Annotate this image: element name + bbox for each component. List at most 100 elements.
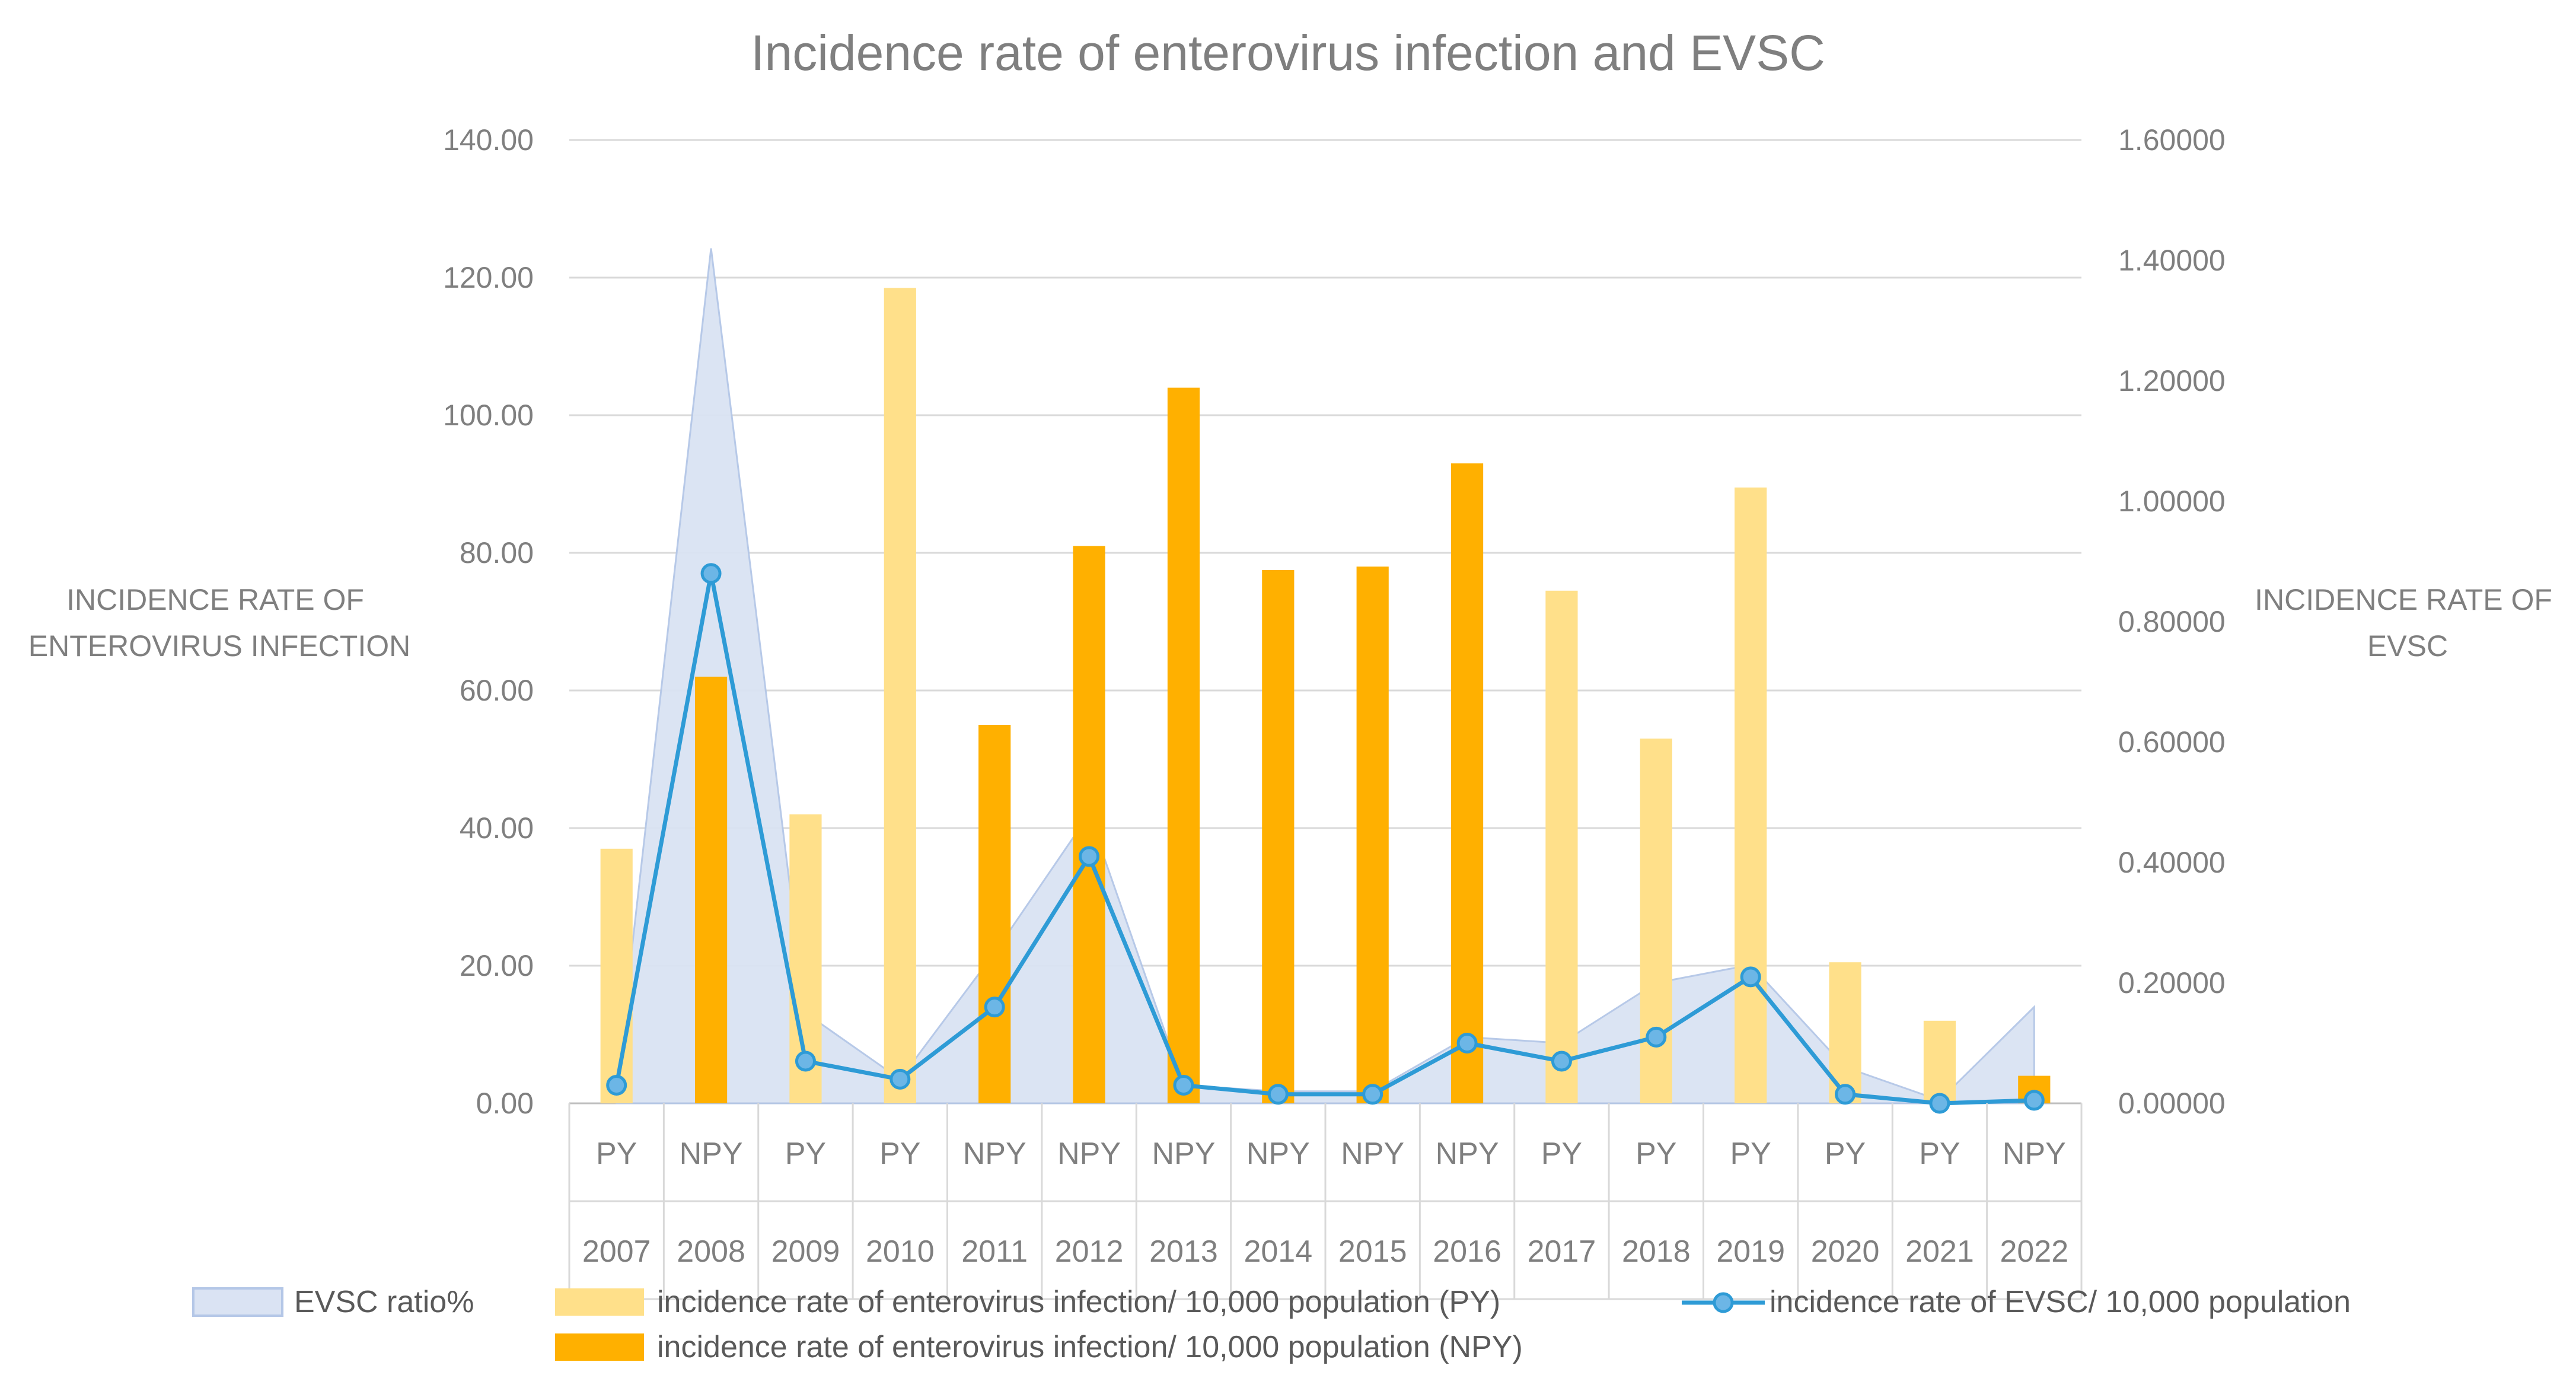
evsc-point-2020: [1835, 1084, 1856, 1105]
legend-label-npy: incidence rate of enterovirus infection/…: [657, 1330, 1523, 1364]
evsc-point-2011: [984, 997, 1005, 1018]
right-tick-label: 0.60000: [2118, 725, 2226, 759]
evsc-point-2013: [1173, 1075, 1194, 1096]
legend-swatch-npy: [555, 1333, 644, 1361]
category-group-label: NPY: [1246, 1137, 1310, 1171]
bar-py-2021: [1923, 1020, 1956, 1103]
category-group-label: NPY: [680, 1137, 743, 1171]
evsc-point-2009: [795, 1051, 816, 1072]
evsc-point-2008: [700, 563, 722, 584]
left-tick-label: 140.00: [443, 123, 534, 157]
legend-swatch-py: [555, 1288, 644, 1316]
category-group-label: PY: [1541, 1137, 1582, 1171]
evsc-point-2012: [1079, 846, 1100, 867]
category-group-label: PY: [1825, 1137, 1866, 1171]
category-year-label: 2007: [582, 1234, 651, 1269]
evsc-point-2022: [2023, 1090, 2045, 1111]
category-year-label: 2013: [1149, 1234, 1218, 1269]
category-year-label: 2020: [1811, 1234, 1880, 1269]
evsc-line-layer: [606, 563, 2045, 1114]
legend-label-evsc-line: incidence rate of EVSC/ 10,000 populatio…: [1770, 1285, 2351, 1319]
evsc-ratio-area: [616, 248, 2035, 1105]
legend: EVSC ratio% incidence rate of enteroviru…: [192, 1285, 2351, 1364]
category-group-label: PY: [1919, 1137, 1960, 1171]
category-year-label: 2015: [1338, 1234, 1407, 1269]
left-tick-label: 60.00: [460, 674, 534, 707]
bar-py-2018: [1640, 739, 1672, 1103]
category-group-label: NPY: [1341, 1137, 1404, 1171]
category-group-label: NPY: [1436, 1137, 1499, 1171]
category-year-label: 2019: [1716, 1234, 1785, 1269]
evsc-point-2015: [1362, 1084, 1383, 1105]
bar-py-2017: [1545, 590, 1578, 1103]
category-group-label: PY: [1635, 1137, 1676, 1171]
category-year-label: 2012: [1055, 1234, 1124, 1269]
legend-label-py: incidence rate of enterovirus infection/…: [657, 1285, 1500, 1319]
bar-npy-2013: [1167, 387, 1200, 1103]
evsc-point-2014: [1267, 1084, 1289, 1105]
bar-npy-2011: [978, 725, 1011, 1103]
evsc-point-2007: [606, 1075, 627, 1096]
bar-py-2010: [884, 288, 916, 1103]
category-axis: PY 2007 NPY 2008 PY 2009 PY 2010 NPY 2011 NPY 2012 N…: [568, 1103, 2083, 1300]
evsc-incidence-line: [614, 571, 2035, 1106]
evsc-point-2010: [890, 1068, 911, 1090]
left-axis-ticks: 0.00 20.00 40.00 60.00 80.00 100.00 120.00 140.…: [443, 123, 534, 1120]
category-year-label: 2010: [866, 1234, 935, 1269]
left-tick-label: 80.00: [460, 536, 534, 569]
bar-py-2007: [600, 848, 633, 1103]
category-group-label: PY: [879, 1137, 920, 1171]
left-tick-label: 100.00: [443, 399, 534, 432]
legend-label-evsc-ratio: EVSC ratio%: [294, 1285, 474, 1319]
left-axis-title: INCIDENCE RATE OF ENTEROVIRUS INFECTION: [28, 583, 410, 663]
bar-npy-2012: [1073, 546, 1105, 1103]
right-tick-label: 1.60000: [2118, 123, 2226, 157]
evsc-point-2019: [1740, 966, 1761, 988]
category-year-label: 2017: [1528, 1234, 1596, 1269]
evsc-ratio-area-layer: [616, 248, 2035, 1105]
bar-layer: [600, 288, 2051, 1104]
category-year-label: 2018: [1622, 1234, 1691, 1269]
category-year-label: 2014: [1244, 1234, 1312, 1269]
category-year-label: 2009: [771, 1234, 840, 1269]
legend-swatch-evsc-marker: [1713, 1292, 1734, 1313]
right-axis-title: INCIDENCE RATE OF EVSC: [2255, 583, 2561, 663]
right-axis-title-line-1: INCIDENCE RATE OF: [2255, 583, 2552, 616]
bar-npy-2008: [694, 676, 728, 1103]
right-tick-label: 0.20000: [2118, 966, 2226, 1000]
category-group-label: PY: [596, 1137, 637, 1171]
evsc-point-2016: [1456, 1033, 1478, 1053]
left-tick-label: 120.00: [443, 261, 534, 294]
bar-npy-2015: [1356, 566, 1389, 1103]
right-tick-label: 1.00000: [2118, 485, 2226, 518]
left-axis-title-line-1: INCIDENCE RATE OF: [66, 583, 364, 616]
category-group-label: NPY: [2003, 1137, 2066, 1171]
category-group-label: NPY: [1152, 1137, 1215, 1171]
bar-py-2019: [1735, 487, 1767, 1103]
legend-swatch-evsc-ratio: [192, 1287, 283, 1317]
evsc-point-2018: [1646, 1026, 1667, 1048]
right-tick-label: 0.40000: [2118, 846, 2226, 879]
bar-npy-2014: [1262, 570, 1295, 1103]
evsc-point-2017: [1551, 1051, 1572, 1072]
category-year-label: 2021: [1905, 1234, 1974, 1269]
category-year-label: 2011: [961, 1234, 1028, 1269]
category-group-label: NPY: [963, 1137, 1026, 1171]
category-group-label: PY: [785, 1137, 826, 1171]
right-tick-label: 0.00000: [2118, 1087, 2226, 1120]
left-tick-label: 0.00: [476, 1087, 534, 1120]
left-axis-title-line-2: ENTEROVIRUS INFECTION: [28, 629, 410, 663]
category-year-label: 2008: [677, 1234, 745, 1269]
category-year-label: 2022: [2000, 1234, 2068, 1269]
right-axis-ticks: 0.00000 0.20000 0.40000 0.60000 0.80000 1.000…: [2118, 123, 2226, 1120]
right-tick-label: 1.20000: [2118, 364, 2226, 397]
category-group-label: NPY: [1057, 1137, 1121, 1171]
chart-title: Incidence rate of enterovirus infection …: [751, 25, 1825, 81]
category-year-label: 2016: [1433, 1234, 1501, 1269]
left-tick-label: 40.00: [460, 811, 534, 845]
category-group-label: PY: [1730, 1137, 1771, 1171]
right-tick-label: 1.40000: [2118, 244, 2226, 277]
right-axis-title-line-2: EVSC: [2367, 629, 2448, 663]
evsc-point-2021: [1929, 1093, 1950, 1114]
